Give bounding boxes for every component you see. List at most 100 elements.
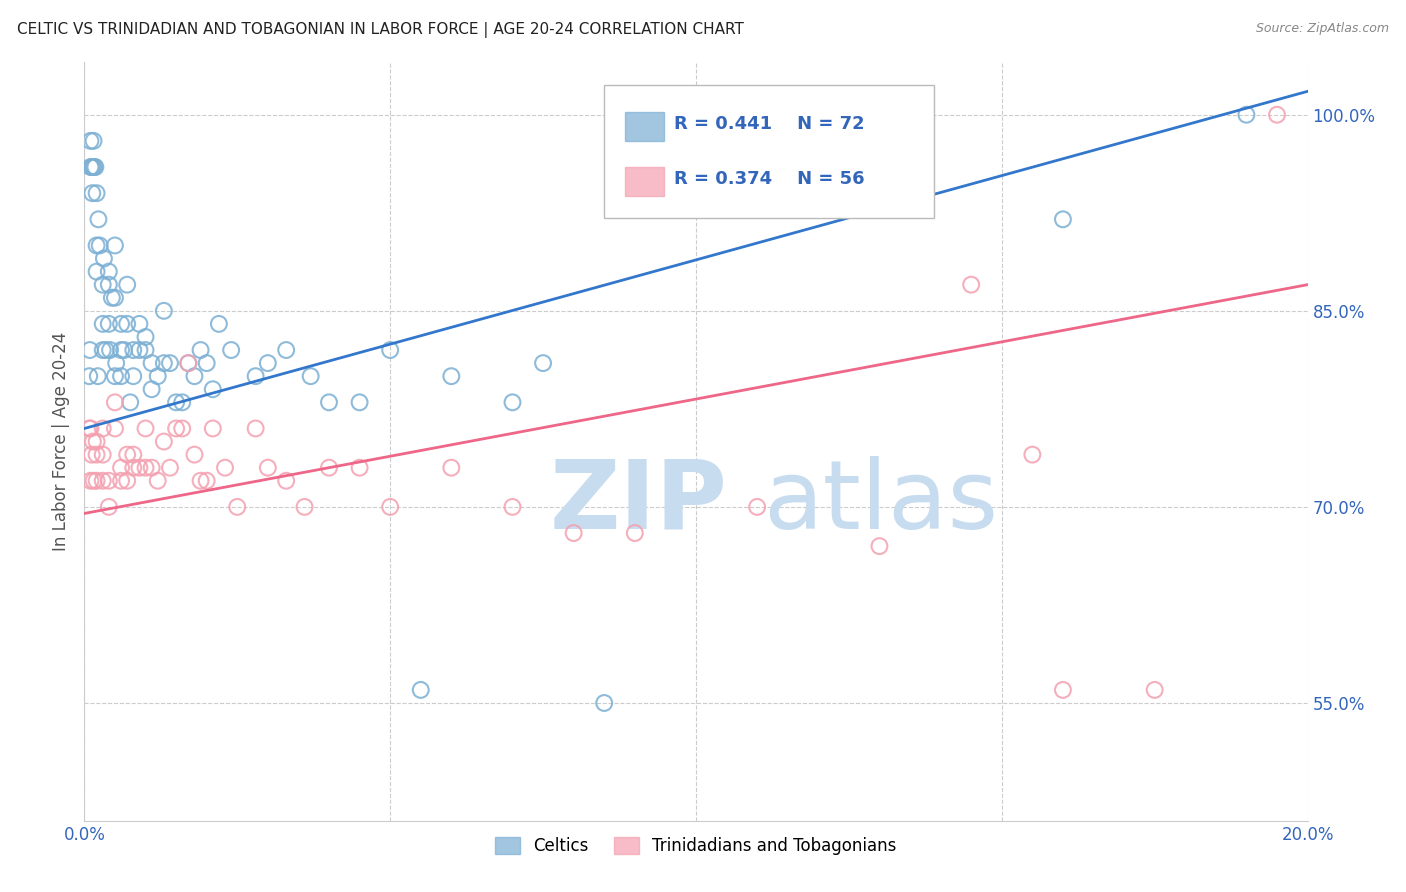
Point (190, 343, 212, 357)
Point (120, 395, 142, 409)
Text: R = 0.374    N = 56: R = 0.374 N = 56 (673, 170, 865, 188)
Point (153, 434, 176, 449)
Point (159, 460, 181, 475)
Point (593, 696, 616, 710)
Point (208, 317, 231, 331)
Point (294, 500, 316, 514)
Point (440, 460, 463, 475)
Point (172, 421, 194, 435)
Point (440, 369, 463, 384)
Point (91, 343, 114, 357)
Point (159, 356, 181, 370)
Point (115, 448, 138, 462)
Point (79, 343, 101, 357)
Point (135, 343, 157, 357)
Point (97, 277, 120, 292)
Point (960, 277, 983, 292)
Point (79, 134, 101, 148)
Point (101, 291, 124, 305)
Point (1236, 108, 1258, 122)
Point (93, 252, 115, 266)
Point (83, 134, 105, 148)
Point (82, 160, 104, 174)
Point (104, 238, 127, 252)
Point (562, 526, 585, 541)
Point (83, 474, 105, 488)
Point (195, 474, 218, 488)
Point (380, 343, 402, 357)
Point (276, 343, 298, 357)
Point (94, 343, 117, 357)
Point (122, 343, 145, 357)
Point (110, 369, 132, 384)
Point (83, 160, 105, 174)
Point (104, 421, 127, 435)
Point (86, 474, 108, 488)
Point (245, 369, 267, 384)
Point (104, 395, 127, 409)
Text: CELTIC VS TRINIDADIAN AND TOBAGONIAN IN LABOR FORCE | AGE 20-24 CORRELATION CHAR: CELTIC VS TRINIDADIAN AND TOBAGONIAN IN … (17, 22, 744, 38)
Point (91, 317, 114, 331)
Point (135, 421, 157, 435)
Point (97, 500, 120, 514)
Point (97, 474, 120, 488)
Point (257, 356, 280, 370)
Point (91, 277, 114, 292)
Point (141, 460, 163, 475)
Point (105, 356, 128, 370)
Point (1021, 448, 1043, 462)
Point (172, 395, 194, 409)
Point (1052, 682, 1074, 697)
Point (869, 539, 891, 553)
Point (195, 356, 218, 370)
Point (80, 160, 103, 174)
Point (245, 421, 267, 435)
Point (110, 460, 132, 475)
Point (190, 474, 212, 488)
Point (80, 448, 103, 462)
Point (318, 395, 340, 409)
Point (165, 395, 187, 409)
Point (91, 448, 114, 462)
Point (177, 356, 200, 370)
Point (409, 682, 432, 697)
Point (135, 460, 157, 475)
Point (502, 395, 524, 409)
Point (226, 500, 249, 514)
Point (86, 434, 108, 449)
Point (97, 264, 120, 278)
Point (183, 369, 205, 384)
Text: Source: ZipAtlas.com: Source: ZipAtlas.com (1256, 22, 1389, 36)
Point (110, 317, 132, 331)
Point (128, 317, 150, 331)
FancyBboxPatch shape (605, 85, 935, 218)
Point (91, 421, 114, 435)
Point (122, 460, 145, 475)
Point (110, 343, 132, 357)
Point (141, 356, 163, 370)
Text: ZIP: ZIP (550, 456, 727, 549)
Point (1052, 212, 1074, 227)
Point (349, 395, 371, 409)
Point (87, 212, 110, 227)
Point (747, 500, 769, 514)
Point (97, 317, 120, 331)
Point (502, 500, 524, 514)
Point (79, 160, 101, 174)
Text: atlas: atlas (763, 456, 998, 549)
Point (128, 343, 150, 357)
Legend: Celtics, Trinidadians and Tobagonians: Celtics, Trinidadians and Tobagonians (489, 830, 903, 862)
Point (153, 356, 176, 370)
Point (91, 474, 114, 488)
Point (82, 186, 104, 201)
Point (165, 421, 187, 435)
Point (201, 421, 224, 435)
Y-axis label: In Labor Force | Age 20-24: In Labor Force | Age 20-24 (52, 332, 70, 551)
Point (86, 186, 108, 201)
Text: R = 0.441    N = 72: R = 0.441 N = 72 (673, 115, 865, 133)
Point (1265, 108, 1288, 122)
Point (299, 369, 322, 384)
Point (89, 238, 111, 252)
Point (104, 369, 127, 384)
Point (257, 460, 280, 475)
